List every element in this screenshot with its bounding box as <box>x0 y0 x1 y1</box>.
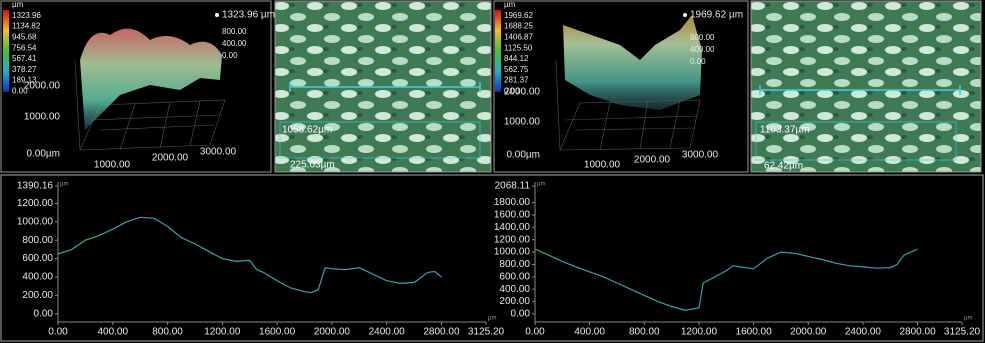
colorbar-label: 1406.87 <box>504 33 533 42</box>
colorbar-label: µm <box>12 0 24 9</box>
3d-grid <box>74 59 701 151</box>
y-tick-label: 1400.00 <box>494 222 531 233</box>
surface <box>80 28 222 131</box>
profile-line <box>57 216 442 294</box>
x-tick-label: 2000.00 <box>314 327 351 338</box>
colorbar-label: 281.37 <box>504 76 529 85</box>
profile-panel <box>0 174 984 342</box>
y-tick-label: 400.00 <box>499 284 530 295</box>
measure-label: 1058.62µm <box>282 125 332 136</box>
x-axis-label: 1000.00 <box>584 160 621 171</box>
y-axis-label: 2000.00 <box>504 87 541 98</box>
y-axis-label: 1000.00 <box>504 117 541 128</box>
profile-line <box>534 248 918 311</box>
colorbar-label: 1134.82 <box>12 22 41 31</box>
x-tick-label: 0.00 <box>48 327 68 338</box>
measure-label: 62.42µm <box>764 161 803 172</box>
x-tick-label: 1200.00 <box>204 327 241 338</box>
x-tick-label: 0.00 <box>525 327 545 338</box>
colorbar-label: 756.54 <box>12 43 37 52</box>
x-axis-label: 2000.00 <box>152 153 189 164</box>
y-tick-label: 2068.11 <box>495 181 531 192</box>
y-tick-label: 0.00 <box>511 309 531 320</box>
measure-lines <box>279 82 961 161</box>
z-axis-label: 800.00 <box>222 27 247 36</box>
x-tick-label: 400.00 <box>97 327 128 338</box>
z-axis-label: 0.00 <box>690 57 706 66</box>
y-unit: µm <box>537 182 545 188</box>
x-tick-label: 2400.00 <box>845 327 882 338</box>
y-tick-label: 200.00 <box>22 290 53 301</box>
max-marker <box>215 13 219 17</box>
colorbar-label: 189.13 <box>12 76 37 85</box>
y-axis-label: 0.00µm <box>26 149 60 160</box>
colorbar-label: 1125.50 <box>504 43 533 52</box>
y-axis-label: 2000.00 <box>24 81 61 92</box>
x-unit: µm <box>964 316 972 322</box>
max-label: 1969.62 µm <box>690 10 743 21</box>
colorbar-label: 1323.96 <box>12 11 41 20</box>
colorbar-label: 1969.62 <box>504 11 533 20</box>
max-label: 1323.96 µm <box>222 10 275 21</box>
z-axis-label: 800.00 <box>690 33 715 42</box>
colorbar <box>495 10 501 92</box>
x-axis-label: 1000.00 <box>94 160 131 171</box>
y-tick-label: 0.00 <box>34 308 54 319</box>
colorbar-label: 378.27 <box>12 65 37 74</box>
colorbar-label: 0.00 <box>504 87 520 96</box>
x-tick-label: 1600.00 <box>259 327 296 338</box>
y-tick-label: 800.00 <box>499 259 530 270</box>
micrograph <box>750 0 982 173</box>
y-tick-label: 1800.00 <box>494 197 531 208</box>
y-tick-label: 600.00 <box>499 271 530 282</box>
y-tick-label: 1000.00 <box>17 216 54 227</box>
y-axis-label: 0.00µm <box>506 150 540 161</box>
x-tick-label: 2000.00 <box>790 327 827 338</box>
x-tick-label: 2800.00 <box>899 327 936 338</box>
y-axis-label: 1000.00 <box>24 112 61 123</box>
x-axis-label: 2000.00 <box>634 155 671 166</box>
colorbar-label: 567.41 <box>12 54 37 63</box>
y-tick-label: 1000.00 <box>494 247 531 258</box>
colorbar-label: 945.68 <box>12 33 37 42</box>
y-tick-label: 600.00 <box>22 253 53 264</box>
z-axis-label: 400.00 <box>690 45 715 54</box>
z-axis-label: 400.00 <box>222 39 247 48</box>
x-tick-label: 800.00 <box>629 327 660 338</box>
x-tick-label: 1200.00 <box>681 327 718 338</box>
colorbar-label: 844.12 <box>504 54 529 63</box>
y-tick-label: 1600.00 <box>494 210 531 221</box>
y-unit: µm <box>60 182 68 188</box>
y-tick-label: 1200.00 <box>494 234 531 245</box>
x-tick-label: 800.00 <box>152 327 183 338</box>
y-tick-label: 800.00 <box>22 235 53 246</box>
y-tick-label: 400.00 <box>22 272 53 283</box>
measure-label: 225.03µm <box>290 160 335 171</box>
x-axis-label: 3000.00 <box>200 147 237 158</box>
y-tick-label: 1200.00 <box>17 198 54 209</box>
colorbar-label: 1688.25 <box>504 22 533 31</box>
x-unit: µm <box>488 316 496 322</box>
colorbar-label: 562.75 <box>504 65 529 74</box>
max-marker <box>683 13 687 17</box>
x-tick-label: 3125.20 <box>468 327 505 338</box>
measure-label: 1103.37µm <box>760 125 810 136</box>
x-tick-label: 2400.00 <box>369 327 406 338</box>
z-axis-label: 0.00 <box>222 51 238 60</box>
colorbar-label: µm <box>504 0 516 9</box>
surface <box>563 15 702 110</box>
colorbar <box>3 10 9 92</box>
x-tick-label: 2800.00 <box>423 327 460 338</box>
colorbar-label: 0.00 <box>12 87 28 96</box>
x-tick-label: 3125.20 <box>944 327 981 338</box>
y-tick-label: 1390.16 <box>17 181 54 192</box>
x-tick-label: 1600.00 <box>736 327 773 338</box>
x-axis-label: 3000.00 <box>682 150 719 161</box>
x-tick-label: 400.00 <box>574 327 605 338</box>
y-tick-label: 200.00 <box>499 296 530 307</box>
